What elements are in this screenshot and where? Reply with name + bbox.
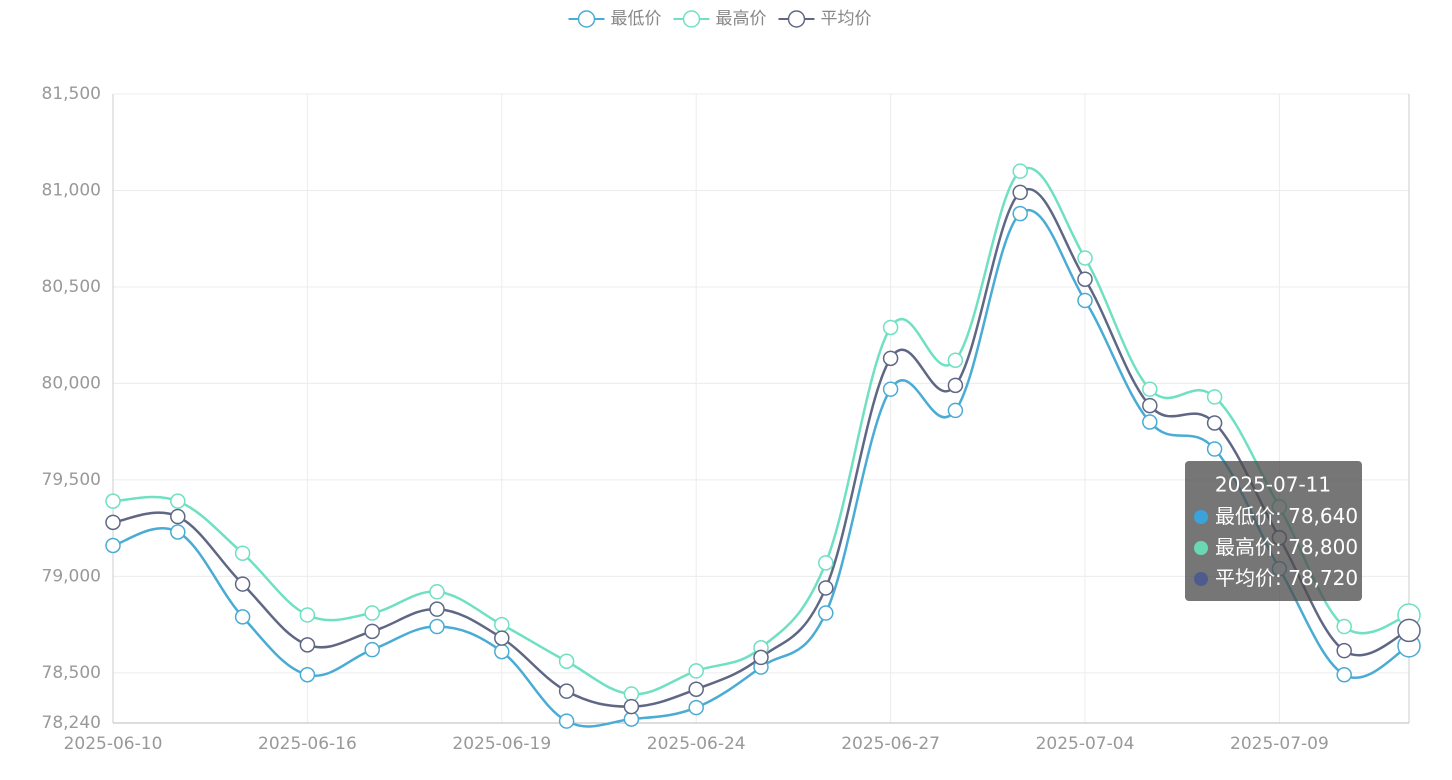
tooltip-title: 2025-07-11 (1215, 473, 1331, 497)
point (1077, 271, 1093, 287)
tooltip-name: 平均价 (1215, 566, 1275, 590)
point (1142, 381, 1158, 397)
point (1336, 642, 1352, 659)
x-tick-label: 2025-06-10 (64, 734, 163, 754)
tooltip-value: 78,720 (1288, 566, 1358, 590)
series-line (112, 188, 1410, 708)
series-line (112, 209, 1410, 728)
tooltip-sep: : (1275, 504, 1288, 528)
point (170, 524, 186, 540)
point (234, 576, 251, 592)
legend-marker (787, 10, 806, 28)
point (299, 607, 316, 623)
y-tick-label: 78,500 (42, 663, 101, 683)
tooltip-sep: : (1275, 566, 1288, 590)
point (753, 649, 769, 666)
y-tick-label: 81,500 (42, 84, 101, 104)
tooltip-dot (1194, 541, 1208, 555)
point (429, 584, 445, 600)
point (1077, 292, 1093, 309)
point (429, 618, 445, 635)
point (1336, 667, 1352, 683)
tooltip-dot (1194, 572, 1208, 586)
series-line (112, 167, 1410, 696)
point (1012, 205, 1028, 222)
point (947, 377, 964, 394)
point (688, 699, 704, 716)
point (494, 630, 510, 646)
point (882, 319, 899, 336)
tooltip-row: 最高价: 78,800 (1215, 535, 1358, 559)
point (364, 641, 380, 658)
x-tick-label: 2025-06-24 (647, 734, 746, 754)
point (299, 667, 316, 683)
point (234, 609, 251, 625)
tooltip-box (1185, 461, 1362, 601)
point (558, 683, 575, 699)
x-tick-label: 2025-07-09 (1230, 734, 1329, 754)
point (558, 713, 575, 729)
point (688, 681, 704, 697)
point (1397, 618, 1421, 643)
point (818, 580, 834, 596)
point (105, 493, 121, 509)
legend-label: 最高价 (716, 9, 767, 29)
point (947, 352, 964, 369)
point (170, 508, 186, 525)
point (558, 653, 575, 670)
y-tick-label: 79,500 (42, 470, 101, 490)
point (1206, 389, 1223, 405)
x-tick-label: 2025-06-16 (258, 734, 357, 754)
point (1336, 618, 1352, 635)
y-tick-label: 79,000 (42, 566, 101, 586)
point (1142, 414, 1158, 430)
y-tick-label: 78,240 (42, 713, 101, 733)
point (494, 616, 510, 633)
point (234, 545, 251, 561)
tooltip-name: 最低价 (1215, 504, 1275, 528)
legend-marker (577, 10, 596, 28)
point (1077, 250, 1093, 266)
tooltip-row: 平均价: 78,720 (1215, 566, 1358, 590)
y-tick-label: 80,500 (42, 277, 101, 297)
point (1012, 163, 1028, 179)
tooltip: 2025-07-11 最低价: 78,640 最高价: 78,800 平均价: 78,… (1185, 461, 1362, 601)
y-tick-label: 81,000 (42, 180, 101, 200)
point (364, 605, 380, 621)
point (364, 623, 380, 640)
x-tick-label: 2025-06-19 (452, 734, 551, 754)
point (429, 601, 445, 617)
point (623, 698, 640, 715)
legend-marker (682, 10, 701, 28)
legend-label: 最低价 (611, 9, 662, 29)
point (494, 643, 510, 660)
tooltip-row: 最低价: 78,640 (1215, 504, 1358, 528)
y-tick-label: 80,000 (42, 373, 101, 393)
point (299, 637, 316, 653)
tooltip-name: 最高价 (1215, 535, 1275, 559)
point (882, 350, 899, 367)
point (818, 605, 834, 621)
point (1206, 415, 1223, 431)
point (947, 402, 964, 419)
point (170, 493, 186, 509)
point (1012, 184, 1028, 201)
point (105, 537, 121, 554)
legend-label: 平均价 (821, 9, 872, 29)
point (1142, 397, 1158, 414)
tooltip-sep: : (1275, 535, 1288, 559)
point (688, 663, 704, 679)
point (818, 555, 834, 571)
tooltip-value: 78,640 (1288, 504, 1358, 528)
tooltip-value: 78,800 (1288, 535, 1358, 559)
point (105, 514, 121, 531)
x-tick-label: 2025-06-27 (841, 734, 940, 754)
legend: 最低价 最高价 平均价 (568, 9, 872, 29)
x-tick-label: 2025-07-04 (1036, 734, 1135, 754)
tooltip-dot (1194, 510, 1208, 524)
point (1206, 441, 1223, 457)
point (882, 381, 899, 397)
